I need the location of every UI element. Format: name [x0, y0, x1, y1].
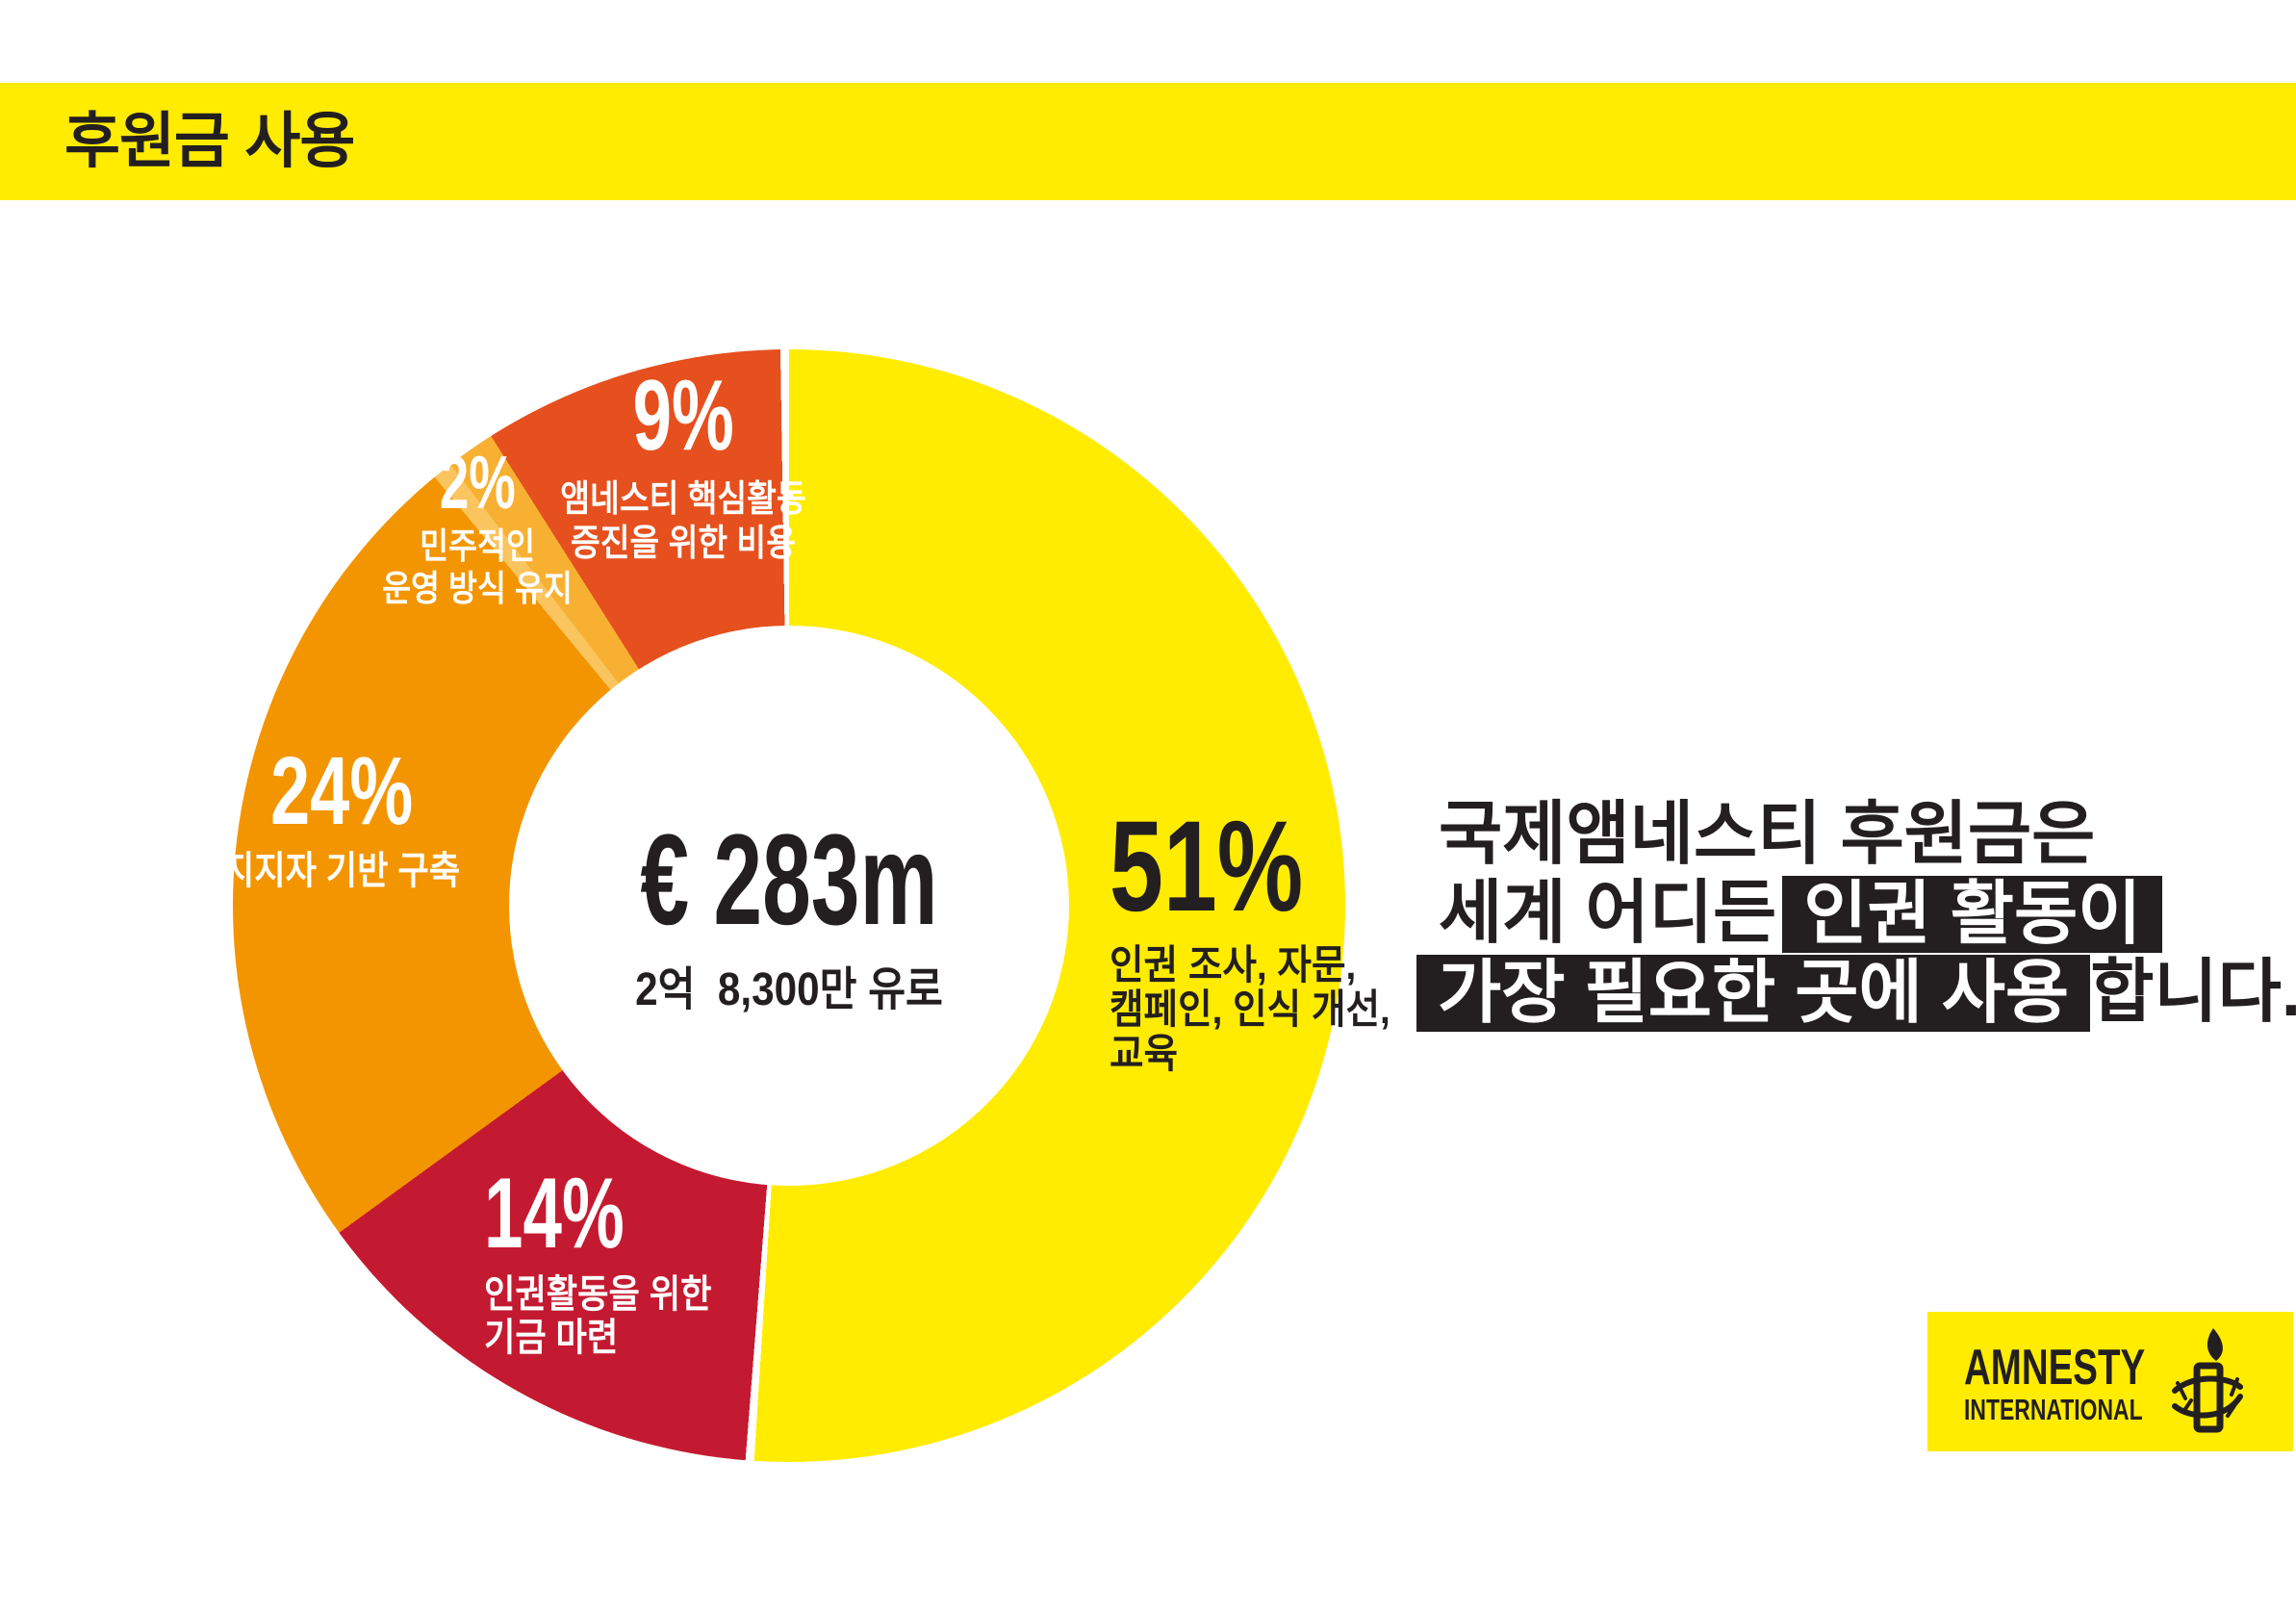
segment-desc-line: 기금 마련 — [484, 1317, 619, 1359]
segment-desc-line: 지지자 기반 구축 — [222, 850, 461, 892]
donut-chart: € 283m 2억 8,300만 유로 — [233, 349, 1345, 1462]
segment-label-14: 14% 인권활동을 위한 기금 마련 — [484, 1164, 743, 1360]
segment-desc-line: 인권활동을 위한 — [484, 1273, 712, 1316]
total-amount: € 283m — [640, 808, 938, 952]
segment-desc-line: 캠페인, 인식 개선, — [1110, 987, 1390, 1032]
segment-pct-2: 2% — [439, 440, 516, 525]
logo-text-international: INTERNATIONAL — [1964, 1393, 2143, 1426]
candle-barbed-wire-icon — [2172, 1328, 2243, 1433]
segment-pct-14: 14% — [484, 1158, 625, 1269]
message-line-2: 세계 어디든 인권 활동이 — [1439, 874, 2266, 953]
segment-pct-9: 9% — [632, 360, 734, 472]
message-highlight: 인권 활동이 — [1782, 876, 2163, 953]
segment-label-2: 2% 민주적인 운영 방식 유지 — [333, 445, 622, 610]
page-title: 후원금 사용 — [64, 108, 355, 175]
segment-label-51: 51% 인권 조사, 자문, 캠페인, 인식 개선, 교육 — [1110, 803, 1415, 1076]
message-line-1: 국제앰네스티 후원금은 — [1439, 796, 2096, 873]
logo-text-amnesty: AMNESTY — [1964, 1340, 2146, 1396]
segment-desc-line: 인권 조사, 자문, — [1110, 942, 1357, 987]
amnesty-logo: AMNESTY INTERNATIONAL — [1927, 1312, 2293, 1451]
segment-desc-line: 민주적인 — [420, 526, 535, 566]
donut-center: € 283m 2억 8,300만 유로 — [509, 626, 1069, 1186]
segment-desc-line: 교육 — [1110, 1031, 1179, 1076]
segment-pct-24: 24% — [269, 737, 414, 845]
message-line-3: 가장 필요한 곳에 사용 합니다. — [1416, 953, 2296, 1032]
segment-pct-51: 51% — [1110, 795, 1304, 938]
segment-label-9: 9% 앰네스티 핵심활동 증진을 위한 비용 — [520, 366, 847, 566]
title-banner: 후원금 사용 — [0, 83, 2296, 200]
key-message: 국제앰네스티 후원금은 세계 어디든 인권 활동이 가장 필요한 곳에 사용 합니다… — [1416, 795, 2296, 1032]
segment-desc-line: 앰네스티 핵심활동 — [560, 479, 806, 520]
message-highlight: 가장 필요한 곳에 사용 — [1416, 955, 2091, 1032]
segment-label-24: 24% 지지자 기반 구축 — [173, 743, 510, 893]
segment-desc-line: 증진을 위한 비용 — [571, 524, 796, 564]
total-amount-korean: 2억 8,300만 유로 — [635, 964, 943, 1015]
segment-desc-line: 운영 방식 유지 — [382, 569, 573, 608]
